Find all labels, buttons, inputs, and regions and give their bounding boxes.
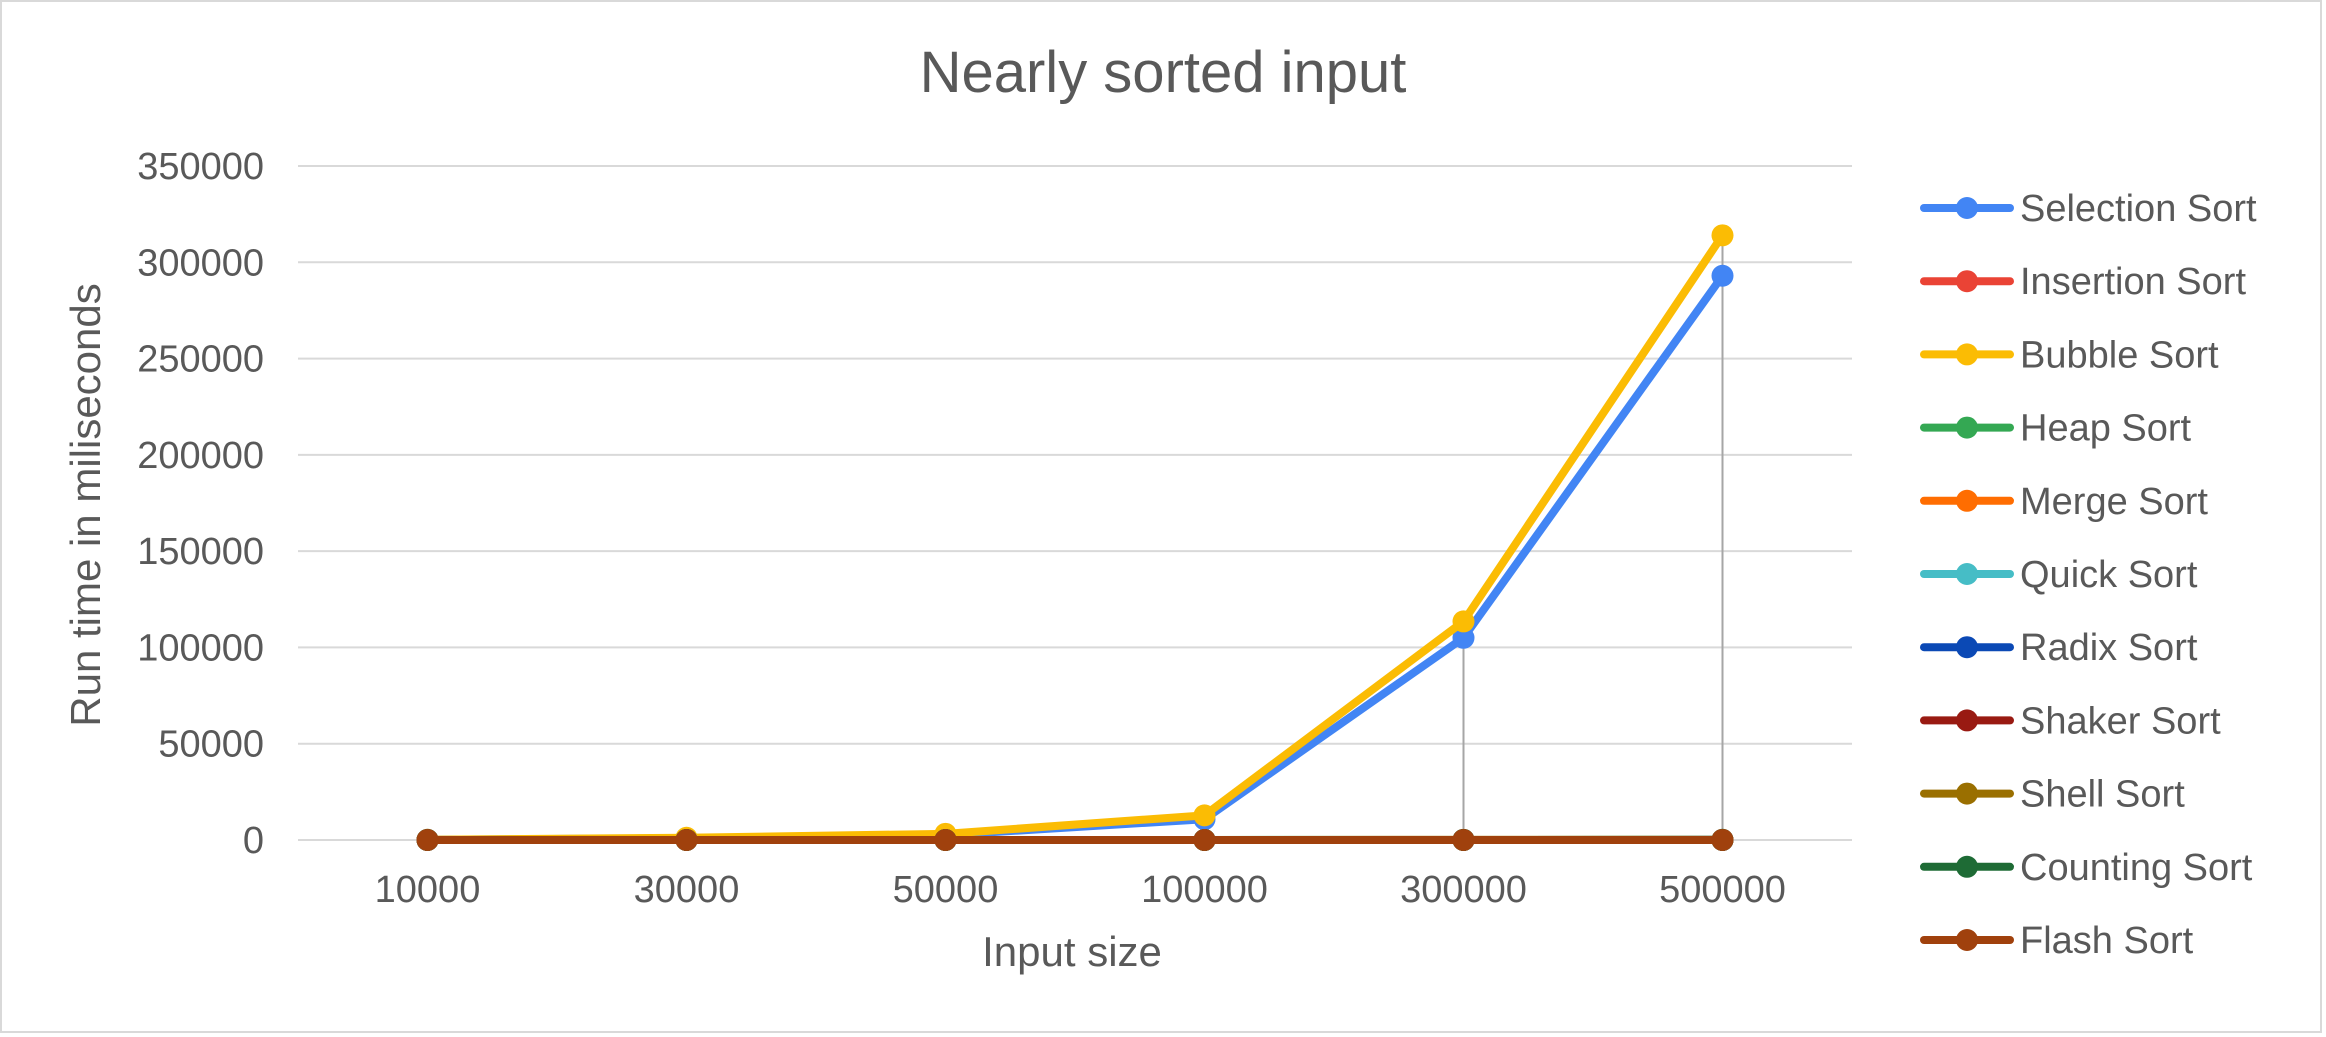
legend-swatch-marker bbox=[1956, 636, 1978, 659]
gridlines bbox=[298, 165, 1852, 841]
data-point-bubble-sort bbox=[1711, 224, 1734, 247]
x-axis-ticks: 10000 30000 50000 100000 300000 500000 bbox=[375, 869, 1786, 911]
y-axis-ticks: 0 50000 100000 150000 200000 250000 300000 3500… bbox=[137, 146, 264, 862]
drop-lines bbox=[426, 235, 1724, 840]
legend-item-heap-sort: Heap Sort bbox=[1920, 408, 2192, 450]
chart-title: Nearly sorted input bbox=[920, 40, 1407, 105]
y-tick-label: 50000 bbox=[158, 724, 264, 766]
series-line-bubble-sort bbox=[423, 231, 1727, 844]
legend-item-shell-sort: Shell Sort bbox=[1920, 774, 2185, 816]
legend-swatch-marker bbox=[1956, 197, 1978, 219]
series-flash-sort bbox=[416, 828, 1734, 851]
legend-item-shaker-sort: Shaker Sort bbox=[1920, 700, 2221, 742]
data-point-selection-sort bbox=[1452, 626, 1475, 649]
data-point-flash-sort bbox=[1711, 828, 1734, 851]
x-axis-title: Input size bbox=[982, 928, 1162, 975]
legend-item-merge-sort: Merge Sort bbox=[1920, 481, 2208, 523]
legend-swatch-marker bbox=[1956, 489, 1978, 512]
data-point-flash-sort bbox=[1193, 828, 1216, 851]
legend-swatch-marker bbox=[1956, 416, 1978, 439]
legend-label: Insertion Sort bbox=[2020, 261, 2246, 303]
y-tick-label: 350000 bbox=[137, 146, 264, 188]
legend-item-selection-sort: Selection Sort bbox=[1920, 188, 2257, 230]
legend: Selection Sort Insertion Sort Bubble Sort H… bbox=[1920, 188, 2257, 962]
y-axis-title: Run time in miliseconds bbox=[62, 283, 109, 727]
legend-label: Flash Sort bbox=[2020, 920, 2194, 962]
y-tick-label: 150000 bbox=[137, 531, 264, 573]
legend-label: Merge Sort bbox=[2020, 481, 2208, 523]
x-tick-label: 50000 bbox=[893, 869, 999, 911]
legend-item-quick-sort: Quick Sort bbox=[1920, 554, 2198, 596]
series-lines bbox=[416, 224, 1734, 851]
y-tick-label: 100000 bbox=[137, 627, 264, 669]
legend-item-insertion-sort: Insertion Sort bbox=[1920, 261, 2246, 303]
x-tick-label: 300000 bbox=[1400, 869, 1527, 911]
y-tick-label: 300000 bbox=[137, 242, 264, 284]
legend-swatch-marker bbox=[1956, 270, 1978, 293]
data-point-flash-sort bbox=[1452, 828, 1475, 851]
legend-swatch-marker bbox=[1956, 709, 1978, 732]
legend-label: Heap Sort bbox=[2020, 408, 2192, 450]
data-point-selection-sort bbox=[1711, 264, 1734, 287]
legend-swatch-marker bbox=[1956, 929, 1978, 951]
legend-item-flash-sort: Flash Sort bbox=[1920, 920, 2194, 962]
x-tick-label: 500000 bbox=[1659, 869, 1786, 911]
data-point-flash-sort bbox=[675, 828, 698, 851]
legend-label: Radix Sort bbox=[2020, 627, 2198, 669]
x-tick-label: 100000 bbox=[1141, 869, 1268, 911]
legend-label: Selection Sort bbox=[2020, 188, 2257, 230]
y-tick-label: 0 bbox=[243, 820, 264, 862]
legend-label: Quick Sort bbox=[2020, 554, 2198, 596]
legend-item-counting-sort: Counting Sort bbox=[1920, 847, 2253, 889]
legend-swatch-marker bbox=[1956, 343, 1978, 366]
series-line-selection-sort bbox=[423, 271, 1727, 844]
series-selection-sort bbox=[416, 264, 1734, 851]
legend-label: Shell Sort bbox=[2020, 774, 2185, 816]
legend-label: Shaker Sort bbox=[2020, 700, 2221, 742]
legend-item-bubble-sort: Bubble Sort bbox=[1920, 334, 2219, 376]
x-tick-label: 10000 bbox=[375, 869, 481, 911]
data-point-bubble-sort bbox=[1452, 610, 1475, 633]
legend-label: Bubble Sort bbox=[2020, 334, 2219, 376]
y-tick-label: 200000 bbox=[137, 435, 264, 477]
data-point-flash-sort bbox=[416, 828, 439, 851]
legend-swatch-marker bbox=[1956, 855, 1978, 878]
y-tick-label: 250000 bbox=[137, 339, 264, 381]
legend-label: Counting Sort bbox=[2020, 847, 2253, 889]
legend-swatch-marker bbox=[1956, 782, 1978, 805]
legend-swatch-marker bbox=[1956, 563, 1978, 585]
data-point-bubble-sort bbox=[1193, 804, 1216, 827]
legend-item-radix-sort: Radix Sort bbox=[1920, 627, 2198, 669]
x-tick-label: 30000 bbox=[634, 869, 740, 911]
data-point-flash-sort bbox=[934, 828, 957, 851]
